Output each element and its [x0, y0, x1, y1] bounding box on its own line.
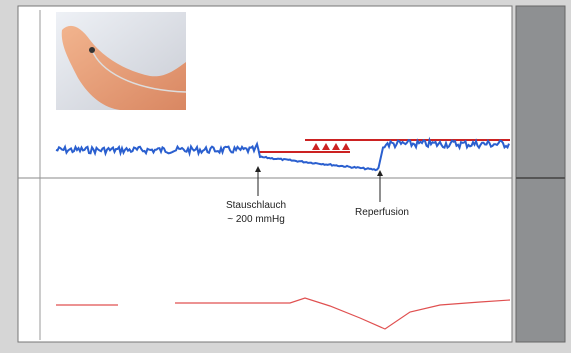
- screenshot: Stauschlauch ~ 200 mmHg Reperfusion: [0, 0, 571, 353]
- annotation-label: Stauschlauch: [226, 200, 286, 211]
- side-panel: [516, 6, 565, 342]
- foot-photo: [56, 12, 186, 110]
- probe: [89, 47, 95, 53]
- annotation-label: Reperfusion: [355, 207, 409, 218]
- annotation-label: ~ 200 mmHg: [227, 214, 285, 225]
- page: Stauschlauch ~ 200 mmHg Reperfusion (() …: [0, 0, 571, 353]
